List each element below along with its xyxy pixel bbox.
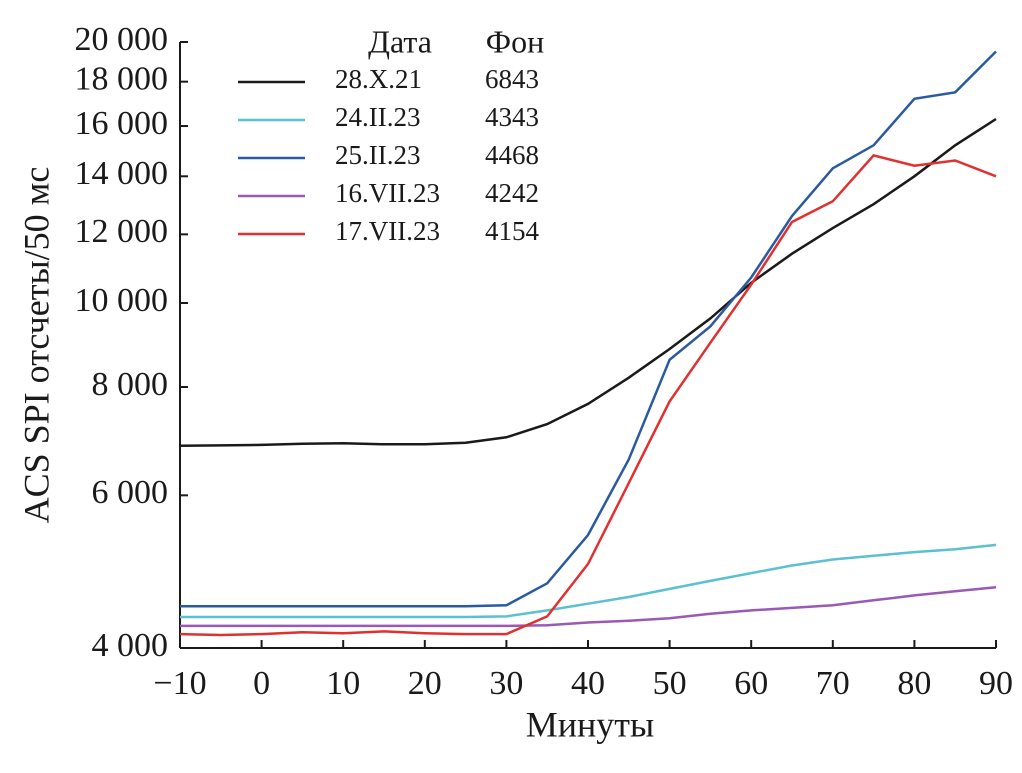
- y-tick-label: 6 000: [92, 474, 169, 511]
- x-tick-label: 70: [816, 665, 850, 702]
- x-tick-label: 90: [979, 665, 1013, 702]
- y-tick-label: 16 000: [75, 105, 169, 142]
- legend-background: 4242: [485, 178, 539, 208]
- y-axis-label: ACS SPI отсчеты/50 мс: [16, 167, 56, 524]
- legend-label: 25.II.23: [335, 140, 420, 170]
- series-line: [179, 117, 997, 448]
- legend-background: 4154: [485, 216, 540, 246]
- y-tick-label: 8 000: [92, 366, 169, 403]
- x-tick-label: 80: [897, 665, 931, 702]
- legend-label: 17.VII.23: [335, 216, 440, 246]
- x-tick-label: 0: [253, 665, 270, 702]
- y-tick-label: 4 000: [92, 627, 169, 664]
- x-tick-label: 30: [489, 665, 523, 702]
- y-tick-label: 18 000: [75, 60, 169, 97]
- series-line: [180, 50, 997, 608]
- series-line: [180, 586, 997, 628]
- y-tick-label: 12 000: [75, 213, 169, 250]
- y-tick-label: 10 000: [75, 282, 169, 319]
- legend-background: 4468: [485, 140, 539, 170]
- x-tick-label: 20: [408, 665, 442, 702]
- legend-header: Дата: [368, 23, 432, 59]
- legend-header: Фон: [486, 23, 544, 59]
- series-line: [179, 154, 997, 637]
- legend-background: 6843: [485, 64, 539, 94]
- legend-label: 24.II.23: [335, 102, 420, 132]
- legend-label: 16.VII.23: [335, 178, 440, 208]
- x-tick-label: −10: [153, 665, 206, 702]
- x-tick-label: 40: [571, 665, 605, 702]
- y-tick-label: 20 000: [75, 21, 169, 58]
- x-tick-label: 10: [326, 665, 360, 702]
- x-tick-label: 50: [653, 665, 687, 702]
- legend-background: 4343: [485, 102, 539, 132]
- x-tick-label: 60: [734, 665, 768, 702]
- x-axis-label: Минуты: [526, 704, 654, 744]
- legend-label: 28.X.21: [335, 64, 422, 94]
- series-line: [180, 543, 997, 619]
- y-tick-label: 14 000: [75, 155, 169, 192]
